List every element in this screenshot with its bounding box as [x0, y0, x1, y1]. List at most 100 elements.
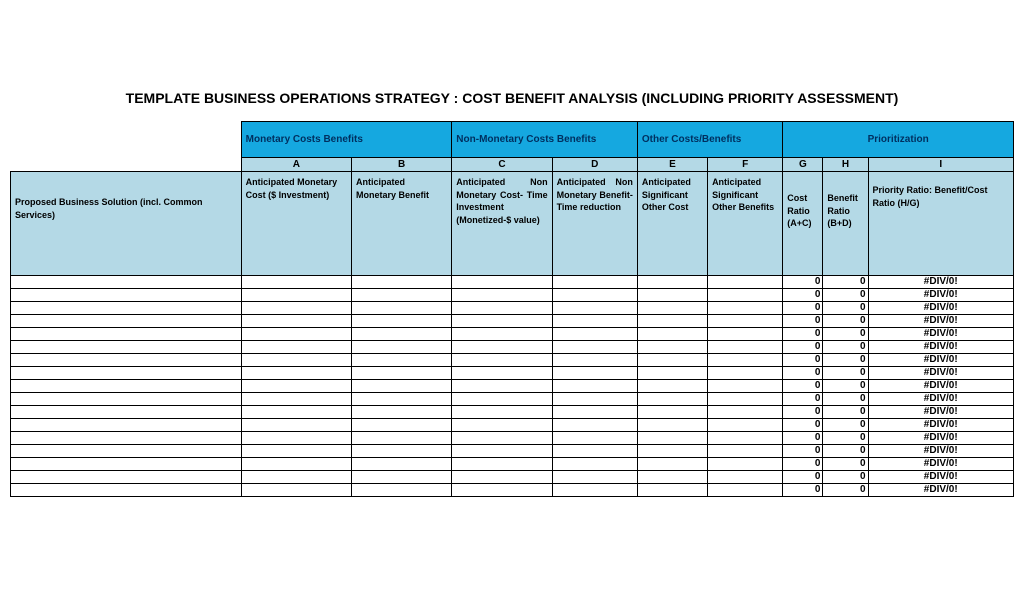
- cell-empty[interactable]: [552, 276, 637, 289]
- cell-h[interactable]: 0: [823, 445, 868, 458]
- cell-empty[interactable]: [352, 367, 452, 380]
- cell-label[interactable]: [11, 458, 242, 471]
- cell-label[interactable]: [11, 354, 242, 367]
- cell-label[interactable]: [11, 328, 242, 341]
- cell-i[interactable]: #DIV/0!: [868, 432, 1013, 445]
- cell-label[interactable]: [11, 432, 242, 445]
- cell-empty[interactable]: [552, 341, 637, 354]
- cell-i[interactable]: #DIV/0!: [868, 367, 1013, 380]
- cell-empty[interactable]: [708, 354, 783, 367]
- cell-h[interactable]: 0: [823, 406, 868, 419]
- cell-empty[interactable]: [241, 341, 351, 354]
- cell-label[interactable]: [11, 406, 242, 419]
- cell-empty[interactable]: [452, 276, 552, 289]
- cell-i[interactable]: #DIV/0!: [868, 328, 1013, 341]
- cell-g[interactable]: 0: [783, 406, 823, 419]
- cell-empty[interactable]: [552, 315, 637, 328]
- cell-empty[interactable]: [352, 315, 452, 328]
- cell-h[interactable]: 0: [823, 484, 868, 497]
- cell-h[interactable]: 0: [823, 276, 868, 289]
- cell-empty[interactable]: [637, 289, 707, 302]
- cell-empty[interactable]: [352, 458, 452, 471]
- cell-empty[interactable]: [708, 302, 783, 315]
- cell-empty[interactable]: [241, 406, 351, 419]
- cell-empty[interactable]: [452, 315, 552, 328]
- cell-empty[interactable]: [452, 484, 552, 497]
- cell-empty[interactable]: [708, 289, 783, 302]
- cell-empty[interactable]: [352, 432, 452, 445]
- cell-h[interactable]: 0: [823, 328, 868, 341]
- cell-empty[interactable]: [352, 419, 452, 432]
- cell-g[interactable]: 0: [783, 393, 823, 406]
- cell-empty[interactable]: [352, 445, 452, 458]
- cell-h[interactable]: 0: [823, 393, 868, 406]
- cell-empty[interactable]: [552, 406, 637, 419]
- cell-empty[interactable]: [552, 367, 637, 380]
- cell-h[interactable]: 0: [823, 419, 868, 432]
- cell-empty[interactable]: [241, 458, 351, 471]
- cell-empty[interactable]: [241, 471, 351, 484]
- cell-g[interactable]: 0: [783, 302, 823, 315]
- cell-label[interactable]: [11, 471, 242, 484]
- cell-empty[interactable]: [241, 315, 351, 328]
- cell-empty[interactable]: [708, 367, 783, 380]
- cell-i[interactable]: #DIV/0!: [868, 419, 1013, 432]
- cell-empty[interactable]: [352, 393, 452, 406]
- cell-empty[interactable]: [241, 393, 351, 406]
- cell-empty[interactable]: [708, 432, 783, 445]
- cell-empty[interactable]: [637, 380, 707, 393]
- cell-label[interactable]: [11, 393, 242, 406]
- cell-i[interactable]: #DIV/0!: [868, 393, 1013, 406]
- cell-empty[interactable]: [452, 393, 552, 406]
- cell-i[interactable]: #DIV/0!: [868, 354, 1013, 367]
- cell-empty[interactable]: [352, 354, 452, 367]
- cell-g[interactable]: 0: [783, 289, 823, 302]
- cell-empty[interactable]: [637, 419, 707, 432]
- cell-g[interactable]: 0: [783, 328, 823, 341]
- cell-empty[interactable]: [708, 458, 783, 471]
- cell-h[interactable]: 0: [823, 367, 868, 380]
- cell-empty[interactable]: [552, 354, 637, 367]
- cell-empty[interactable]: [552, 393, 637, 406]
- cell-empty[interactable]: [352, 471, 452, 484]
- cell-empty[interactable]: [241, 276, 351, 289]
- cell-empty[interactable]: [637, 276, 707, 289]
- cell-empty[interactable]: [552, 432, 637, 445]
- cell-empty[interactable]: [552, 419, 637, 432]
- cell-empty[interactable]: [708, 315, 783, 328]
- cell-empty[interactable]: [452, 419, 552, 432]
- cell-g[interactable]: 0: [783, 484, 823, 497]
- cell-empty[interactable]: [241, 432, 351, 445]
- cell-empty[interactable]: [241, 445, 351, 458]
- cell-h[interactable]: 0: [823, 354, 868, 367]
- cell-h[interactable]: 0: [823, 315, 868, 328]
- cell-empty[interactable]: [708, 393, 783, 406]
- cell-empty[interactable]: [352, 328, 452, 341]
- cell-empty[interactable]: [637, 445, 707, 458]
- cell-h[interactable]: 0: [823, 302, 868, 315]
- cell-empty[interactable]: [452, 341, 552, 354]
- cell-i[interactable]: #DIV/0!: [868, 302, 1013, 315]
- cell-empty[interactable]: [452, 471, 552, 484]
- cell-g[interactable]: 0: [783, 471, 823, 484]
- cell-empty[interactable]: [637, 341, 707, 354]
- cell-empty[interactable]: [637, 328, 707, 341]
- cell-empty[interactable]: [452, 367, 552, 380]
- cell-label[interactable]: [11, 341, 242, 354]
- cell-i[interactable]: #DIV/0!: [868, 289, 1013, 302]
- cell-empty[interactable]: [637, 354, 707, 367]
- cell-i[interactable]: #DIV/0!: [868, 484, 1013, 497]
- cell-empty[interactable]: [241, 367, 351, 380]
- cell-g[interactable]: 0: [783, 341, 823, 354]
- cell-empty[interactable]: [241, 484, 351, 497]
- cell-label[interactable]: [11, 484, 242, 497]
- cell-empty[interactable]: [352, 341, 452, 354]
- cell-empty[interactable]: [552, 484, 637, 497]
- cell-g[interactable]: 0: [783, 367, 823, 380]
- cell-label[interactable]: [11, 315, 242, 328]
- cell-empty[interactable]: [352, 484, 452, 497]
- cell-empty[interactable]: [241, 289, 351, 302]
- cell-label[interactable]: [11, 445, 242, 458]
- cell-empty[interactable]: [352, 289, 452, 302]
- cell-label[interactable]: [11, 302, 242, 315]
